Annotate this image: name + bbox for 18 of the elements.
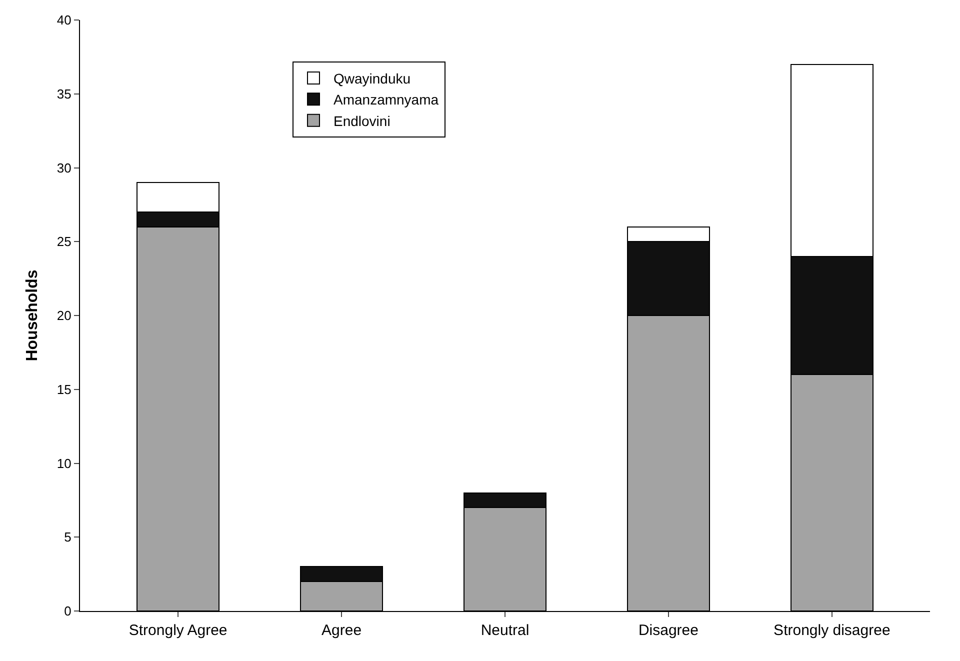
x-tick-label: Strongly Agree [128,622,228,639]
y-tick-label: 5 [64,530,72,545]
y-tick-label: 25 [56,234,72,250]
x-tick-label: Strongly disagree [774,622,890,639]
y-tick-label: 40 [56,12,72,28]
y-tick-label: 0 [64,604,72,619]
y-axis-title: Households [24,270,41,362]
y-tick-label: 20 [56,308,72,324]
x-tick-label: Neutral [480,622,530,639]
legend-label: Qwayinduku [334,70,411,86]
y-tick-label: 30 [56,160,72,176]
x-tick-label: Agree [322,622,362,639]
y-tick-label: 15 [56,382,72,397]
legend-label: Endlovini [334,112,390,129]
legend-label: Amanzamnyama [334,92,439,108]
x-tick-label: Disagree [638,622,698,639]
y-tick-label: 35 [56,86,72,102]
y-tick-label: 10 [56,456,72,471]
